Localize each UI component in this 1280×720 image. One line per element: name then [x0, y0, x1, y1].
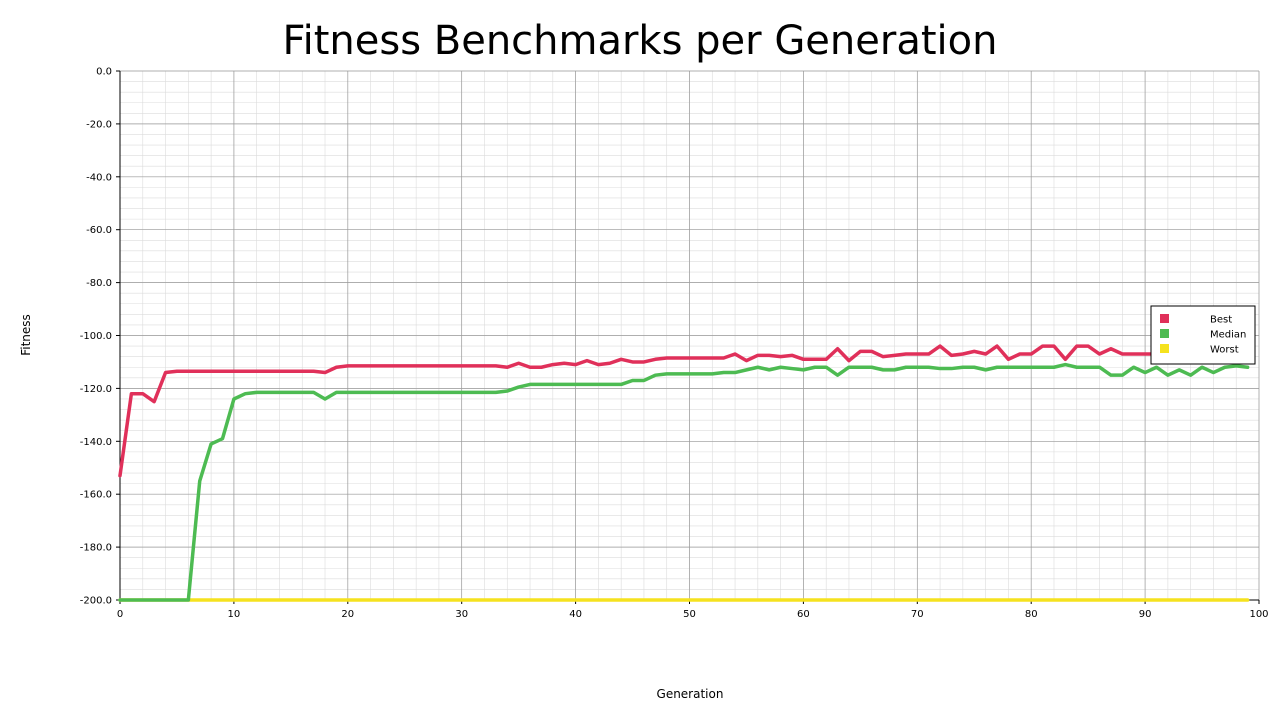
series-line-median	[118, 362, 1250, 602]
y-tick-label: -80.0	[86, 278, 112, 289]
legend-swatch-median	[1160, 329, 1169, 338]
legend-swatch-best	[1160, 314, 1169, 323]
y-tick-label: -120.0	[80, 384, 112, 395]
major-grid	[119, 70, 1260, 601]
y-tick-label: -60.0	[86, 225, 112, 236]
y-tick-label: -200.0	[80, 596, 112, 607]
x-tick-label: 10	[228, 609, 241, 620]
x-tick-label: 90	[1139, 609, 1152, 620]
x-axis-ticks: 0 10 20 30 40 50 60 70 80 90 100	[117, 600, 1269, 620]
legend-label-median: Median	[1210, 330, 1246, 341]
y-tick-label: -40.0	[86, 172, 112, 183]
x-tick-label: 30	[455, 609, 468, 620]
x-axis-label: Generation	[657, 687, 724, 701]
y-tick-label: 0.0	[96, 67, 112, 78]
x-tick-label: 50	[683, 609, 696, 620]
y-tick-label: -100.0	[80, 331, 112, 342]
x-tick-label: 20	[341, 609, 354, 620]
chart-title: Fitness Benchmarks per Generation	[282, 18, 998, 64]
y-tick-label: -20.0	[86, 119, 112, 130]
x-tick-label: 70	[911, 609, 924, 620]
y-axis-ticks: 0.0 -20.0 -40.0 -60.0 -80.0 -100.0 -120.0 -140.…	[80, 67, 120, 607]
legend-swatch-worst	[1160, 344, 1169, 353]
y-axis-label: Fitness	[19, 314, 33, 356]
x-tick-label: 60	[797, 609, 810, 620]
x-tick-label: 100	[1249, 609, 1268, 620]
legend-label-best: Best	[1210, 315, 1232, 326]
series-lines	[118, 344, 1250, 602]
x-tick-label: 80	[1025, 609, 1038, 620]
legend-label-worst: Worst	[1210, 345, 1239, 356]
legend: Best Median Worst	[1150, 305, 1256, 365]
series-line-best	[118, 344, 1250, 478]
x-tick-label: 0	[117, 609, 123, 620]
y-tick-label: -160.0	[80, 490, 112, 501]
x-tick-label: 40	[569, 609, 582, 620]
y-tick-label: -140.0	[80, 437, 112, 448]
y-tick-label: -180.0	[80, 543, 112, 554]
